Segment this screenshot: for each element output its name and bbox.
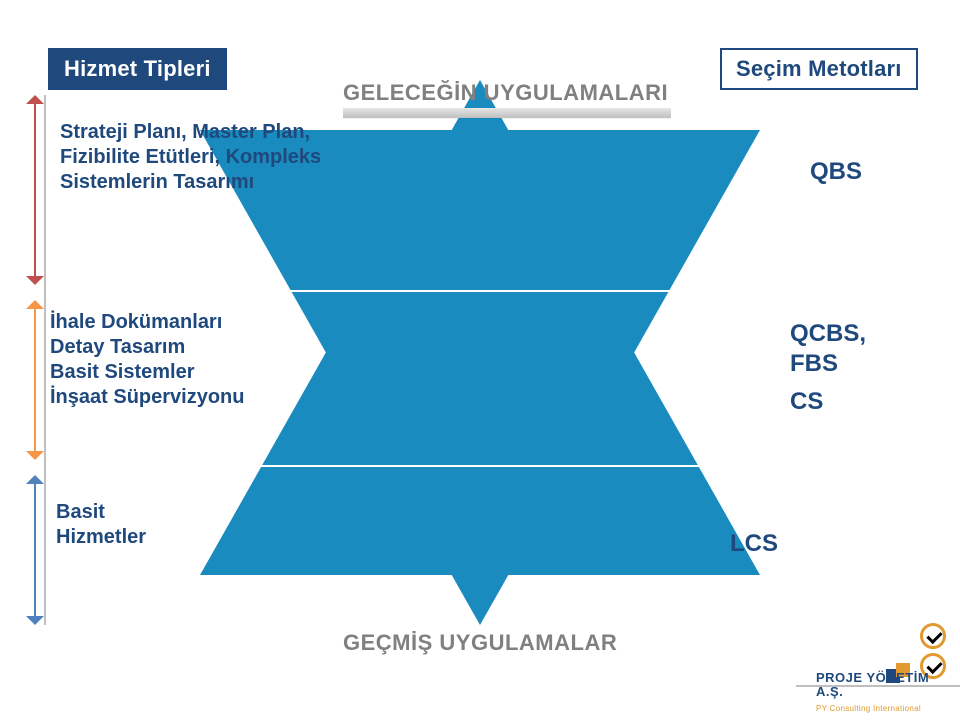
title-top: GELECEĞİN UYGULAMALARI — [343, 80, 668, 106]
header-service-types: Hizmet Tipleri — [48, 48, 227, 90]
logo-block: PROJE YÖNETİM A.Ş. PY Consulting Interna… — [816, 623, 946, 713]
section-2-line-2: Detay Tasarım — [50, 335, 245, 360]
divider-2 — [220, 465, 740, 467]
method-qcbs: QCBS, — [790, 320, 866, 348]
section-1-text: Strateji Planı, Master Plan, Fizibilite … — [60, 120, 321, 195]
header-selection-methods: Seçim Metotları — [720, 48, 918, 90]
section-3-line-2: Hizmetler — [56, 525, 146, 550]
section-1-line-3: Sistemlerin Tasarımı — [60, 170, 321, 195]
logo-brand-text: PROJE YÖNETİM A.Ş. — [816, 671, 946, 699]
method-lcs: LCS — [730, 530, 778, 558]
section-2-line-4: İnşaat Süpervizyonu — [50, 385, 245, 410]
logo-sub-text: PY Consulting International — [816, 704, 921, 713]
left-guideline — [44, 95, 46, 625]
range-arrow-mid — [26, 300, 44, 460]
section-2-line-3: Basit Sistemler — [50, 360, 245, 385]
title-strip-top — [343, 108, 671, 118]
section-1-line-2: Fizibilite Etütleri, Kompleks — [60, 145, 321, 170]
slide-stage: GELECEĞİN UYGULAMALARI GEÇMİŞ UYGULAMALA… — [0, 0, 960, 723]
section-2-text: İhale Dokümanları Detay Tasarım Basit Si… — [50, 310, 245, 410]
section-1-line-1: Strateji Planı, Master Plan, — [60, 120, 321, 145]
title-bottom: GEÇMİŞ UYGULAMALAR — [343, 630, 617, 656]
section-2-line-1: İhale Dokümanları — [50, 310, 245, 335]
method-fbs: FBS — [790, 350, 838, 378]
section-3-text: Basit Hizmetler — [56, 500, 146, 550]
method-cs: CS — [790, 388, 823, 416]
section-3-line-1: Basit — [56, 500, 146, 525]
range-arrow-bottom — [26, 475, 44, 625]
method-qbs: QBS — [810, 158, 862, 186]
range-arrow-top — [26, 95, 44, 285]
divider-1 — [220, 290, 740, 292]
